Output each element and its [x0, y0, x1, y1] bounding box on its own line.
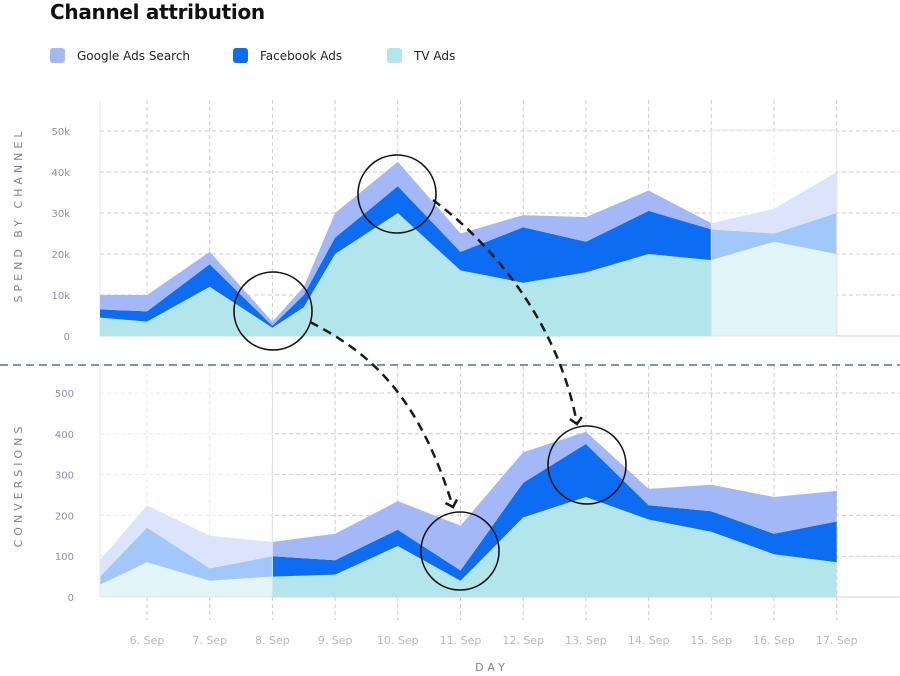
lag-arrow	[309, 320, 459, 509]
y-axis-title: CONVERSIONS	[12, 423, 25, 548]
x-tick-label: 11. Sep	[440, 634, 482, 647]
x-tick-label: 9. Sep	[318, 634, 353, 647]
faded-history-region	[99, 364, 273, 598]
highlight-circle	[357, 154, 437, 234]
legend-label-tv: TV Ads	[414, 48, 456, 63]
x-tick-label: 14. Sep	[628, 634, 670, 647]
x-tick-label: 13. Sep	[565, 634, 607, 647]
legend-item-google[interactable]: Google Ads Search	[50, 48, 233, 63]
y-tick-label: 0	[68, 593, 74, 604]
legend-label-facebook: Facebook Ads	[260, 48, 343, 63]
y-tick-label: 40k	[51, 168, 70, 179]
y-tick-label: 300	[55, 471, 74, 482]
y-tick-label: 30k	[51, 209, 70, 220]
x-tick-label: 10. Sep	[377, 634, 419, 647]
x-tick-label: 6. Sep	[130, 634, 165, 647]
y-tick-label: 50k	[51, 127, 70, 138]
legend: Google Ads Search Facebook Ads TV Ads	[50, 48, 455, 63]
area-google-ads-search-spend	[100, 161, 837, 326]
area-tv-ads-conversions	[100, 497, 837, 597]
y-tick-label: 500	[55, 389, 74, 400]
y-tick-label: 400	[55, 430, 74, 441]
y-tick-label: 100	[55, 552, 74, 563]
legend-swatch-tv	[387, 48, 402, 63]
y-tick-label: 0	[64, 332, 70, 343]
y-tick-label: 20k	[51, 250, 70, 261]
highlight-circle	[420, 511, 500, 591]
highlight-circle	[233, 271, 313, 351]
x-tick-label: 16. Sep	[753, 634, 795, 647]
area-tv-ads-spend	[100, 213, 837, 336]
chart-title: Channel attribution	[50, 0, 265, 24]
y-tick-label: 10k	[51, 291, 70, 302]
lag-arrow	[432, 198, 583, 426]
legend-swatch-google	[50, 48, 65, 63]
x-tick-label: 12. Sep	[502, 634, 544, 647]
highlight-circle	[547, 425, 627, 505]
x-tick-label: 17. Sep	[816, 634, 858, 647]
area-google-ads-search-conversions	[100, 431, 837, 577]
area-facebook-ads-spend	[100, 186, 837, 328]
faded-forecast-region	[710, 129, 838, 337]
area-facebook-ads-conversions	[100, 444, 837, 585]
y-axis-title: SPEND BY CHANNEL	[12, 128, 25, 303]
x-axis-title: DAY	[475, 661, 509, 674]
legend-item-facebook[interactable]: Facebook Ads	[233, 48, 387, 63]
y-tick-label: 200	[55, 511, 74, 522]
legend-label-google: Google Ads Search	[77, 48, 191, 63]
x-tick-label: 7. Sep	[192, 634, 227, 647]
x-tick-label: 8. Sep	[255, 634, 290, 647]
legend-item-tv[interactable]: TV Ads	[387, 48, 455, 63]
legend-swatch-facebook	[233, 48, 248, 63]
x-tick-label: 15. Sep	[690, 634, 732, 647]
